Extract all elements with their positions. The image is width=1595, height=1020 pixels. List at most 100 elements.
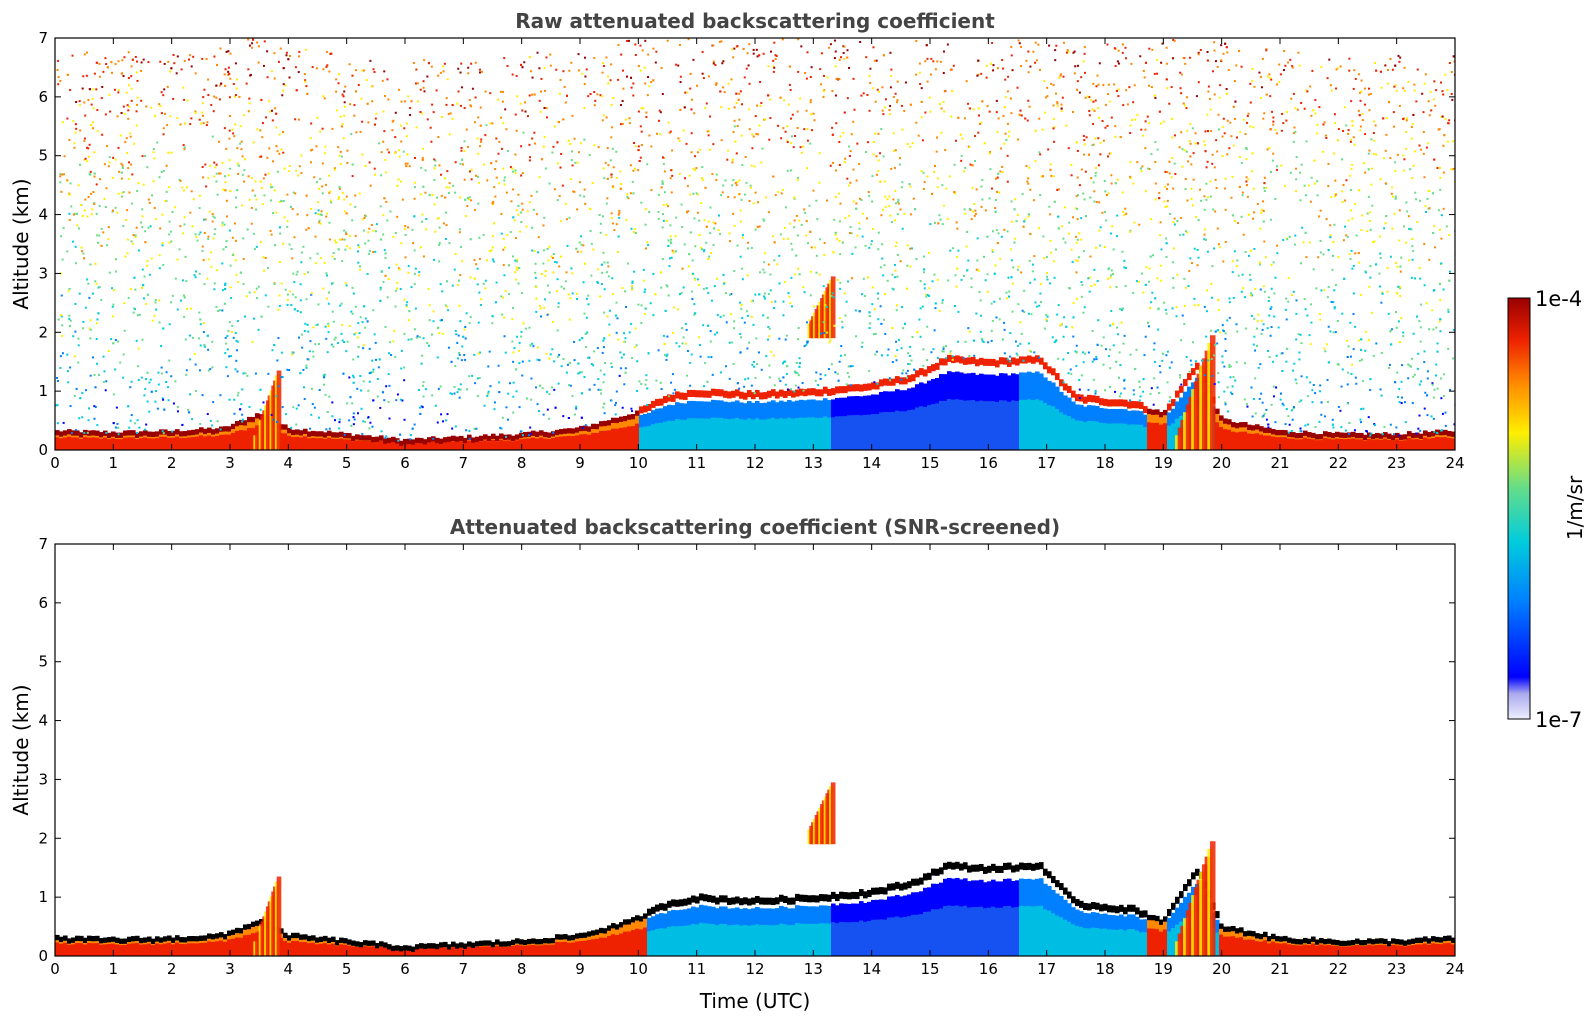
noise-pixel xyxy=(588,356,591,359)
noise-pixel xyxy=(1154,198,1157,201)
noise-pixel xyxy=(270,186,273,189)
noise-pixel xyxy=(1144,120,1147,123)
noise-pixel xyxy=(1368,219,1371,222)
noise-pixel xyxy=(637,149,640,152)
noise-pixel xyxy=(538,176,541,179)
noise-pixel xyxy=(446,170,449,173)
noise-pixel xyxy=(733,270,736,273)
near-surface-core-cell xyxy=(1407,437,1412,450)
noise-pixel xyxy=(823,241,826,244)
near-surface-core-cell xyxy=(555,437,560,450)
noise-pixel xyxy=(1265,49,1268,52)
noise-pixel xyxy=(236,320,239,323)
noise-pixel xyxy=(1107,83,1110,86)
noise-pixel xyxy=(1349,138,1352,141)
noise-pixel xyxy=(1423,243,1426,246)
noise-pixel xyxy=(1131,119,1134,122)
aerosol-core-cell xyxy=(911,409,916,450)
noise-pixel xyxy=(971,186,974,189)
noise-pixel xyxy=(1415,100,1418,103)
noise-pixel xyxy=(929,73,932,76)
heat-column xyxy=(1175,390,1180,450)
noise-pixel xyxy=(968,145,971,148)
noise-pixel xyxy=(1364,349,1367,352)
noise-pixel xyxy=(883,180,886,183)
heat-column xyxy=(507,434,512,450)
noise-pixel xyxy=(849,181,852,184)
noise-pixel xyxy=(152,151,155,154)
noise-pixel xyxy=(182,232,185,235)
aerosol-core-cell xyxy=(975,401,980,450)
noise-pixel xyxy=(357,261,360,264)
noise-pixel xyxy=(212,237,215,240)
noise-pixel xyxy=(422,86,425,89)
noise-pixel xyxy=(708,255,711,258)
noise-pixel xyxy=(990,329,993,332)
heat-column xyxy=(1323,431,1328,450)
noise-pixel xyxy=(1252,398,1255,401)
noise-pixel xyxy=(764,118,767,121)
heat-column xyxy=(971,356,976,450)
noise-pixel xyxy=(938,309,941,312)
noise-pixel xyxy=(345,284,348,287)
noise-pixel xyxy=(1261,57,1264,60)
noise-pixel xyxy=(1329,84,1332,87)
noise-pixel xyxy=(55,404,58,407)
layer-top-cell xyxy=(1347,432,1352,438)
noise-pixel xyxy=(491,258,494,261)
noise-pixel xyxy=(854,309,857,312)
layer-top-cell xyxy=(367,435,372,441)
noise-pixel xyxy=(1297,51,1300,54)
noise-pixel xyxy=(748,43,751,46)
heat-column xyxy=(143,430,148,450)
noise-pixel xyxy=(1016,86,1019,89)
noise-pixel xyxy=(797,70,800,73)
layer-top-cell xyxy=(103,430,108,436)
noise-pixel xyxy=(477,152,480,155)
noise-pixel xyxy=(1371,204,1374,207)
noise-pixel xyxy=(331,281,334,284)
noise-pixel xyxy=(829,43,832,46)
noise-pixel xyxy=(785,373,788,376)
noise-pixel xyxy=(754,115,757,118)
noise-pixel xyxy=(176,117,179,120)
aerosol-core-cell xyxy=(1047,405,1052,450)
noise-pixel xyxy=(1369,434,1372,437)
noise-pixel xyxy=(1059,74,1062,77)
noise-pixel xyxy=(922,271,925,274)
near-surface-core-cell xyxy=(511,441,516,450)
noise-pixel xyxy=(1217,113,1220,116)
noise-pixel xyxy=(553,388,556,391)
noise-pixel xyxy=(325,272,328,275)
layer-top-cell xyxy=(759,392,764,400)
noise-pixel xyxy=(833,39,836,42)
noise-pixel xyxy=(1123,334,1126,337)
noise-pixel xyxy=(172,402,175,405)
noise-pixel xyxy=(733,224,736,227)
layer-top-cell xyxy=(339,431,344,438)
noise-pixel xyxy=(218,309,221,312)
noise-pixel xyxy=(1349,140,1352,143)
noise-pixel xyxy=(86,160,89,163)
layer-top-cell xyxy=(803,389,808,397)
noise-pixel xyxy=(1088,114,1091,117)
noise-pixel xyxy=(185,186,188,189)
noise-pixel xyxy=(861,235,864,238)
aerosol-core-cell xyxy=(671,420,676,450)
noise-pixel xyxy=(909,185,912,188)
heat-column xyxy=(71,430,76,450)
noise-pixel xyxy=(844,217,847,220)
noise-pixel xyxy=(323,261,326,264)
near-surface-core-cell xyxy=(335,438,340,450)
noise-pixel xyxy=(303,330,306,333)
heat-column xyxy=(747,390,752,450)
noise-pixel xyxy=(734,181,737,184)
noise-pixel xyxy=(711,373,714,376)
noise-pixel xyxy=(96,424,99,427)
noise-pixel xyxy=(739,90,742,93)
near-surface-core-cell xyxy=(55,437,60,450)
noise-pixel xyxy=(140,221,143,224)
noise-pixel xyxy=(132,234,135,237)
noise-pixel xyxy=(137,182,140,185)
layer-top-cell xyxy=(91,430,96,436)
